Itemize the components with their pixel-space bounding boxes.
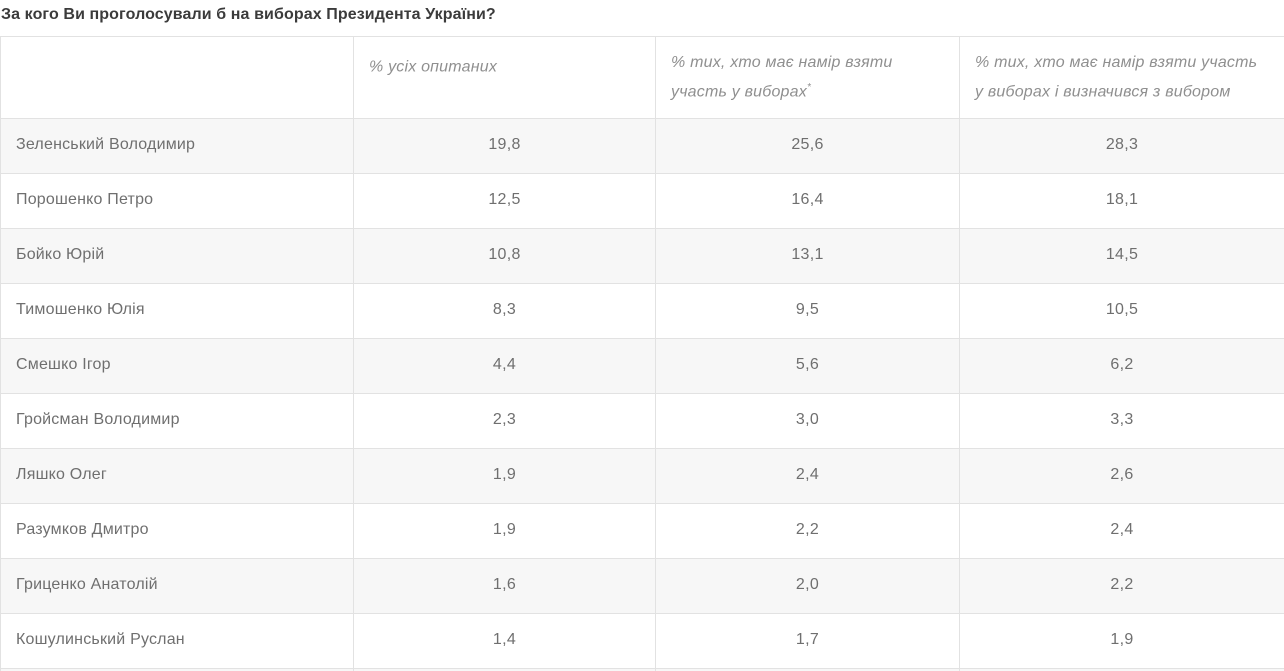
candidate-name: Зеленський Володимир [0,118,354,174]
table-row: Ляшко Олег 1,9 2,4 2,6 [0,448,1284,504]
value-intend-to-vote: 25,6 [655,118,960,174]
table-row: Зеленський Володимир 19,8 25,6 28,3 [0,118,1284,174]
value-all-respondents: 19,8 [353,118,656,174]
value-intend-to-vote: 2,0 [655,558,960,614]
table-row: Порошенко Петро 12,5 16,4 18,1 [0,173,1284,229]
value-all-respondents: 8,3 [353,283,656,339]
value-intend-to-vote: 9,5 [655,283,960,339]
value-intend-to-vote: 5,6 [655,338,960,394]
header-decided-voters: % тих, хто має намір взяти участь у вибо… [959,36,1284,119]
value-intend-to-vote: 16,4 [655,173,960,229]
header-decided-voters-label: % тих, хто має намір взяти участь у вибо… [975,54,1258,101]
value-decided-voters: 2,6 [959,448,1284,504]
value-all-respondents: 2,3 [353,393,656,449]
candidate-name: Разумков Дмитро [0,503,354,559]
value-decided-voters: 1,9 [959,613,1284,669]
value-all-respondents: 4,4 [353,338,656,394]
value-decided-voters: 14,5 [959,228,1284,284]
value-all-respondents: 10,8 [353,228,656,284]
header-footnote-asterisk: * [806,82,812,93]
candidate-name: Ляшко Олег [0,448,354,504]
table-row: Разумков Дмитро 1,9 2,2 2,4 [0,503,1284,559]
header-intend-to-vote-label: % тих, хто має намір взяти участь у вибо… [671,54,893,101]
value-all-respondents: 1,6 [353,558,656,614]
table-row: Гриценко Анатолій 1,6 2,0 2,2 [0,558,1284,614]
value-decided-voters: 18,1 [959,173,1284,229]
candidate-name: Бойко Юрій [0,228,354,284]
value-all-respondents: 1,4 [353,613,656,669]
value-all-respondents: 12,5 [353,173,656,229]
value-decided-voters: 2,4 [959,503,1284,559]
value-decided-voters: 28,3 [959,118,1284,174]
value-intend-to-vote: 13,1 [655,228,960,284]
value-decided-voters: 10,5 [959,283,1284,339]
table-row: Бойко Юрій 10,8 13,1 14,5 [0,228,1284,284]
table-row: Кошулинський Руслан 1,4 1,7 1,9 [0,613,1284,669]
page-title: За кого Ви проголосували б на виборах Пр… [1,6,496,23]
table-row: Тимошенко Юлія 8,3 9,5 10,5 [0,283,1284,339]
poll-table: % усіх опитаних % тих, хто має намір взя… [0,36,1284,671]
value-decided-voters: 6,2 [959,338,1284,394]
value-intend-to-vote: 2,4 [655,448,960,504]
candidate-name: Гриценко Анатолій [0,558,354,614]
header-intend-to-vote: % тих, хто має намір взяти участь у вибо… [655,36,960,119]
candidate-name: Смешко Ігор [0,338,354,394]
candidate-name: Порошенко Петро [0,173,354,229]
value-intend-to-vote: 1,7 [655,613,960,669]
table-row: Смешко Ігор 4,4 5,6 6,2 [0,338,1284,394]
value-decided-voters: 2,2 [959,558,1284,614]
header-all-respondents: % усіх опитаних [353,36,656,119]
table-row: Гройсман Володимир 2,3 3,0 3,3 [0,393,1284,449]
header-all-respondents-label: % усіх опитаних [369,58,498,76]
candidate-name: Кошулинський Руслан [0,613,354,669]
value-all-respondents: 1,9 [353,448,656,504]
candidate-name: Гройсман Володимир [0,393,354,449]
table-header-row: % усіх опитаних % тих, хто має намір взя… [0,36,1284,119]
table-row-partial [0,668,1284,671]
candidate-name: Тимошенко Юлія [0,283,354,339]
header-candidate [0,36,354,119]
value-decided-voters: 3,3 [959,393,1284,449]
value-all-respondents: 1,9 [353,503,656,559]
value-intend-to-vote: 3,0 [655,393,960,449]
value-intend-to-vote: 2,2 [655,503,960,559]
